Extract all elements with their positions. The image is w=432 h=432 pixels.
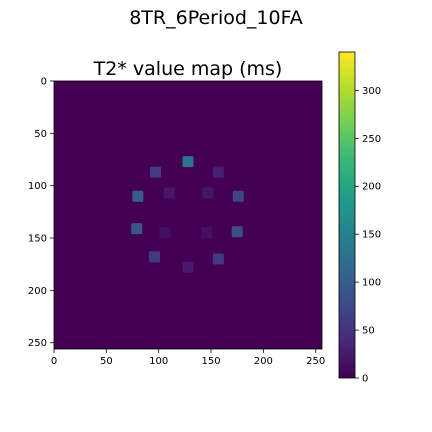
heatmap-region-3 — [212, 166, 224, 178]
heatmap-regions — [131, 156, 244, 273]
heatmap-region-14 — [212, 253, 224, 265]
y-tick-label: 0 — [41, 77, 47, 88]
y-tick-label: 200 — [28, 286, 47, 297]
colorbar-tick-label: 200 — [362, 182, 381, 193]
heatmap-region-11 — [231, 226, 243, 238]
heatmap-region-10 — [201, 227, 213, 239]
heatmap-region-5 — [163, 187, 175, 199]
y-tick-label: 50 — [34, 129, 47, 140]
y-tick-label: 100 — [28, 181, 47, 192]
colorbar-tick-label: 100 — [362, 278, 381, 289]
colorbar-tick-label: 150 — [362, 230, 381, 241]
heatmap-region-2 — [150, 166, 161, 178]
y-axis: 0 50 100 150 200 250 — [28, 77, 54, 349]
heatmap-region-6 — [202, 187, 214, 199]
x-tick-label: 150 — [201, 356, 220, 367]
figure-suptitle: 8TR_6Period_10FA — [129, 7, 303, 29]
colorbar-tick-label: 0 — [362, 374, 368, 385]
x-axis: 0 50 100 150 200 250 — [51, 349, 325, 367]
y-tick-label: 250 — [28, 338, 47, 349]
heatmap-background — [54, 81, 322, 349]
heatmap-region-1 — [182, 156, 194, 168]
y-tick-label: 150 — [28, 234, 47, 245]
x-tick-label: 200 — [254, 356, 273, 367]
heatmap-region-12 — [149, 251, 160, 263]
colorbar — [338, 51, 356, 379]
chart-title: T2* value map (ms) — [93, 58, 283, 80]
colorbar-tick-label: 250 — [362, 134, 381, 145]
x-tick-label: 50 — [100, 356, 113, 367]
x-tick-label: 0 — [51, 356, 57, 367]
colorbar-tick-label: 50 — [362, 326, 375, 337]
x-tick-label: 100 — [149, 356, 168, 367]
heatmap-region-4 — [132, 190, 144, 202]
axes-frame — [53, 80, 323, 350]
colorbar-axis: 0 50 100 150 200 250 300 — [355, 86, 381, 385]
heatmap-region-9 — [159, 227, 171, 239]
heatmap-region-13 — [182, 261, 194, 273]
heatmap-region-7 — [232, 190, 244, 202]
heatmap-region-8 — [131, 223, 143, 235]
colorbar-tick-label: 300 — [362, 86, 381, 97]
x-tick-label: 250 — [306, 356, 325, 367]
